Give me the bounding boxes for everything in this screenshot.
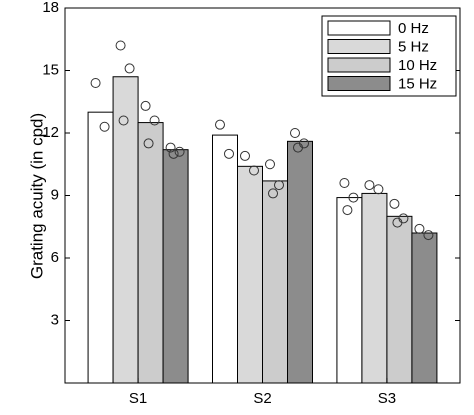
bar: [287, 140, 313, 384]
data-point: [149, 115, 160, 126]
x-tick-label: S3: [378, 390, 396, 407]
x-tick-label: S2: [253, 390, 271, 407]
data-point: [215, 119, 225, 130]
data-point: [293, 142, 303, 153]
bar: [386, 215, 413, 384]
bar: [336, 197, 363, 384]
data-point: [165, 142, 176, 153]
bar: [162, 149, 189, 384]
legend-label: 0 Hz: [398, 20, 429, 37]
bar: [87, 111, 114, 384]
y-tick-label: 12: [42, 124, 59, 141]
y-axis-label: Grating acuity (in cpd): [27, 113, 46, 279]
data-point: [290, 128, 300, 138]
data-point: [342, 205, 353, 216]
y-tick-label: 18: [42, 0, 59, 16]
data-point: [143, 138, 154, 149]
bar: [262, 180, 288, 384]
y-tick-label: 9: [51, 186, 59, 203]
y-tick-label: 6: [51, 249, 59, 266]
data-point: [168, 148, 179, 159]
legend-label: 5 Hz: [398, 38, 429, 55]
data-point: [423, 230, 434, 241]
data-point: [348, 192, 359, 203]
data-point: [140, 100, 151, 111]
data-point: [389, 198, 400, 209]
data-point: [99, 121, 110, 132]
legend-label: 15 Hz: [398, 75, 437, 92]
data-point: [414, 223, 425, 234]
data-point: [124, 63, 135, 74]
data-point: [339, 178, 350, 188]
bar: [112, 76, 139, 384]
legend-swatch: [327, 20, 391, 36]
bar: [361, 192, 388, 384]
bar: [137, 122, 164, 384]
bar: [212, 134, 238, 384]
data-point: [364, 180, 375, 191]
data-point: [118, 115, 129, 126]
bar: [411, 232, 438, 384]
data-point: [115, 40, 126, 51]
legend-label: 10 Hz: [398, 57, 437, 74]
legend-swatch: [327, 39, 391, 54]
data-point: [90, 78, 101, 88]
legend-swatch: [327, 76, 391, 91]
data-point: [240, 150, 250, 161]
data-point: [274, 180, 284, 191]
data-point: [265, 159, 275, 170]
data-point: [268, 188, 278, 199]
data-point: [174, 146, 185, 157]
bar: [237, 165, 263, 384]
legend-swatch: [327, 57, 391, 73]
y-tick-label: 3: [51, 311, 59, 328]
data-point: [392, 217, 403, 228]
data-point: [224, 148, 234, 159]
data-point: [249, 165, 259, 176]
y-tick-label: 15: [42, 61, 59, 78]
data-point: [373, 184, 384, 195]
x-tick-label: S1: [129, 390, 147, 407]
